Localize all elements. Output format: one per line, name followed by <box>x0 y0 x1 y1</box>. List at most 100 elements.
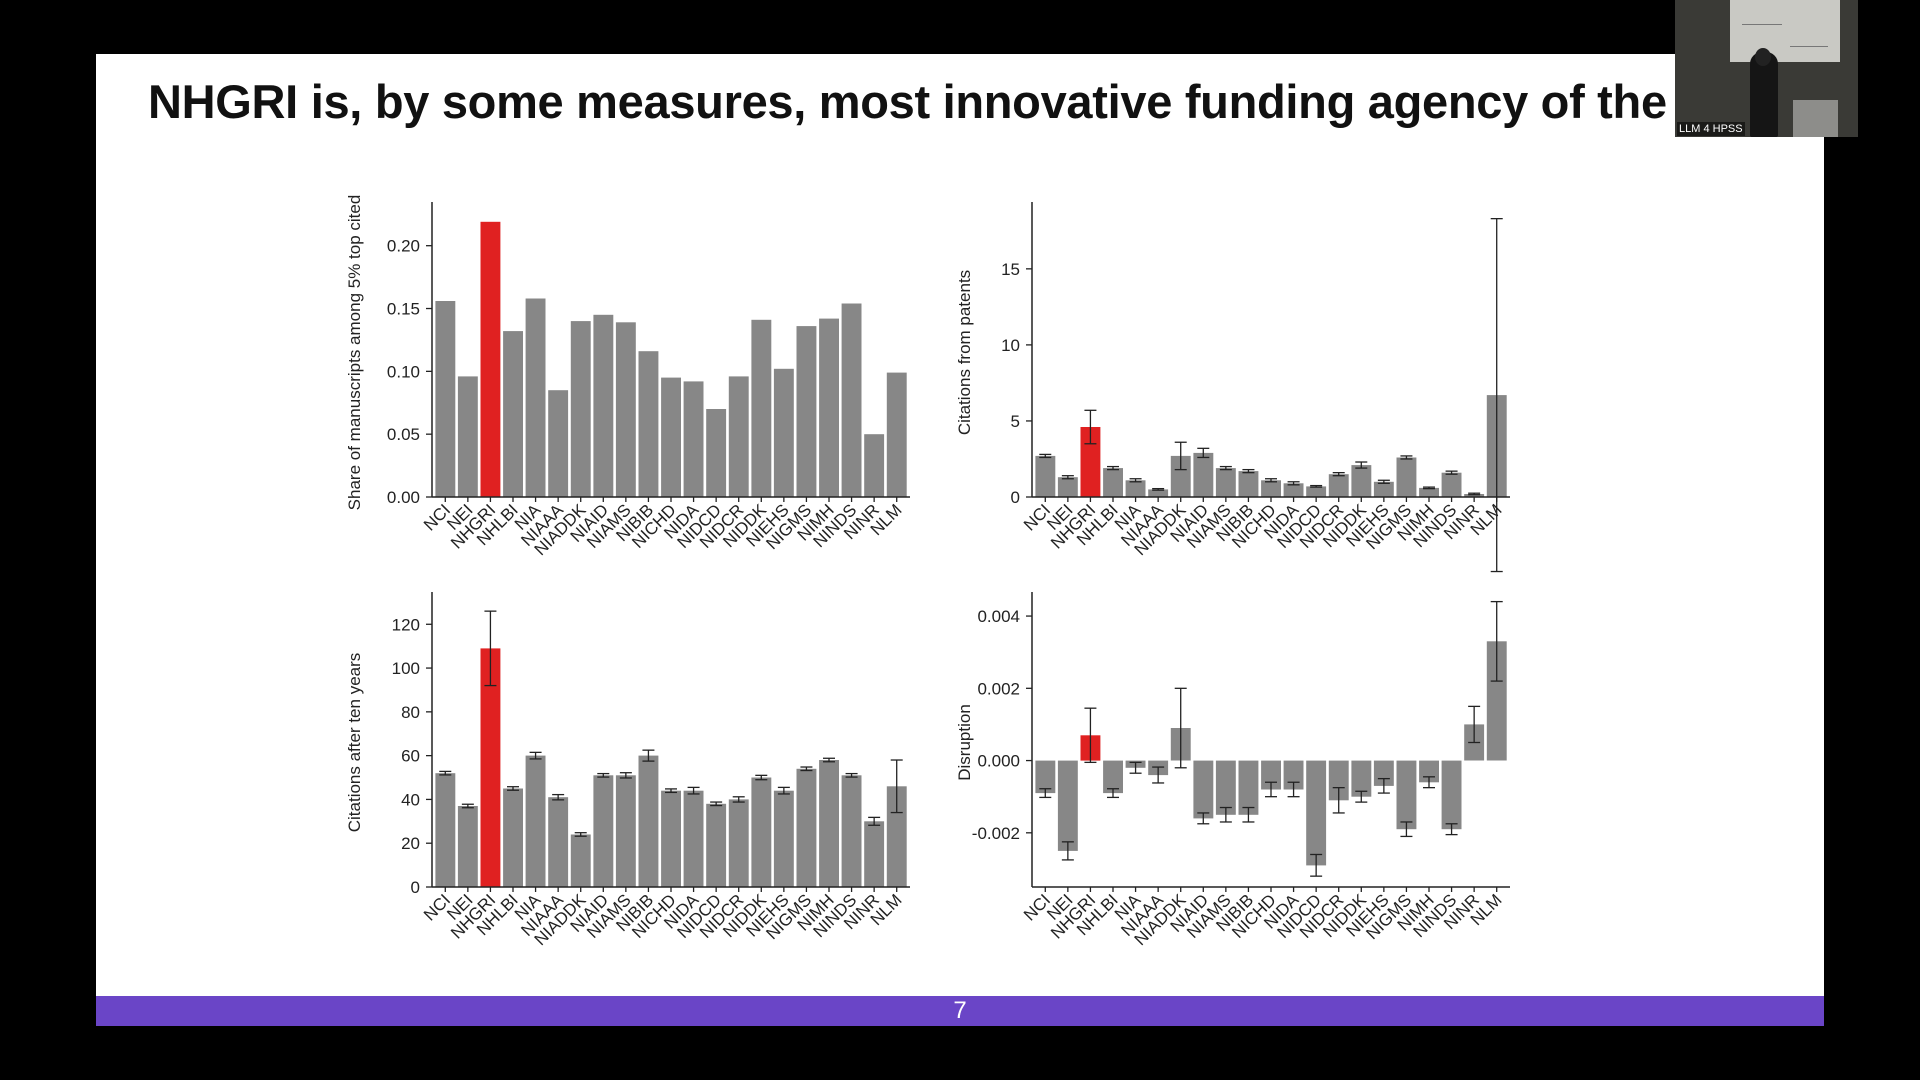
bar-niams <box>1215 760 1236 815</box>
chart-4: NCINEINHGRINHLBINIANIAAANIADDKNIAIDNIAMS… <box>955 592 1510 949</box>
y-tick-label: 80 <box>401 703 420 722</box>
bar-niaaa <box>548 390 569 497</box>
error-bar-nimh <box>1423 486 1435 490</box>
error-bar-nia <box>529 751 542 760</box>
bar-nimh <box>1419 487 1439 497</box>
bar-nigms <box>796 326 817 497</box>
error-bar-nida <box>1287 481 1300 486</box>
y-tick-label: 100 <box>392 659 420 678</box>
bar-ninds <box>841 303 862 497</box>
error-bar-nichd <box>1265 478 1277 483</box>
bar-nidcr <box>1328 760 1349 801</box>
chart-2: NCINEINHGRINHLBINIANIAAANIADDKNIAIDNIAMS… <box>955 202 1510 573</box>
bar-nimh <box>819 760 839 887</box>
bar-nidcr <box>728 799 749 887</box>
y-tick-label: 0.15 <box>387 300 420 319</box>
bar-nlm <box>1486 641 1507 761</box>
bar-niehs <box>1373 481 1394 497</box>
y-tick-label: 40 <box>401 790 420 809</box>
error-bar-nhlbi <box>1107 465 1119 471</box>
bar-nidcd <box>1306 486 1327 497</box>
bar-niddk <box>751 319 772 497</box>
bar-nhgri <box>480 648 501 887</box>
y-axis-title: Citations after ten years <box>345 653 364 833</box>
chart-1: NCINEINHGRINHLBINIANIAAANIADDKNIAIDNIAMS… <box>345 195 910 559</box>
bar-nida <box>1283 483 1304 497</box>
bar-nibib <box>1238 471 1259 497</box>
y-tick-label: 0.20 <box>387 237 420 256</box>
error-bar-nimh <box>1423 776 1435 789</box>
bar-nichd <box>1261 480 1281 497</box>
webcam-overlay: LLM 4 HPSS <box>1675 0 1858 137</box>
error-bar-nida <box>1287 781 1300 798</box>
bar-ninr <box>1464 494 1485 497</box>
bar-niehs <box>773 368 794 497</box>
projector-screen <box>1730 0 1840 62</box>
error-bar-nei <box>1061 841 1074 861</box>
error-bar-niaddk <box>1174 441 1187 471</box>
y-tick-label: 20 <box>401 834 420 853</box>
bar-nichd <box>661 790 681 887</box>
bar-niehs <box>773 790 794 887</box>
error-bar-niaid <box>597 772 610 778</box>
bar-nei <box>457 376 478 497</box>
bar-nia <box>525 298 546 497</box>
error-bar-niehs <box>777 786 790 795</box>
error-bar-nei <box>461 803 474 809</box>
y-tick-label: 0.004 <box>977 607 1020 626</box>
error-bar-nidcd <box>1310 484 1323 488</box>
error-bar-nibib <box>1242 806 1255 823</box>
bar-niaaa <box>1148 489 1169 497</box>
bar-nhlbi <box>503 331 523 497</box>
bar-nei <box>1057 477 1078 497</box>
y-tick-label: 0.00 <box>387 488 420 507</box>
error-bar-nia <box>1129 478 1142 483</box>
charts-panel: NCINEINHGRINHLBINIANIAAANIADDKNIAIDNIAMS… <box>345 195 1510 949</box>
error-bar-nidcr <box>732 796 745 803</box>
error-bar-ninds <box>1445 470 1458 475</box>
bar-nlm <box>886 786 907 887</box>
y-tick-label: 60 <box>401 747 420 766</box>
y-tick-label: 0.05 <box>387 425 420 444</box>
bar-ninds <box>841 775 862 887</box>
bar-nibib <box>638 755 659 887</box>
error-bar-nida <box>687 786 700 795</box>
bar-niaddk <box>1170 455 1191 497</box>
bar-nia <box>1125 480 1146 497</box>
error-bar-nichd <box>665 788 677 794</box>
slide-number: 7 <box>953 997 967 1024</box>
error-bar-ninr <box>868 816 881 826</box>
bar-niaid <box>1193 760 1214 819</box>
bar-nibib <box>1238 760 1259 815</box>
error-bar-ninr <box>1468 705 1481 744</box>
error-bar-ninds <box>1445 823 1458 836</box>
bar-niddk <box>1351 760 1372 797</box>
bar-niaid <box>593 775 614 887</box>
error-bar-niaddk <box>1174 687 1187 769</box>
error-bar-niddk <box>1355 461 1368 469</box>
bar-niaid <box>593 314 614 497</box>
footer-bar: 7 <box>96 996 1824 1026</box>
bar-nci <box>435 773 456 887</box>
bar-niddk <box>751 777 772 887</box>
error-bar-nidcd <box>710 801 723 807</box>
error-bar-niddk <box>755 774 768 781</box>
bar-nei <box>1057 760 1078 851</box>
bar-nidcd <box>706 409 727 497</box>
bar-nigms <box>1396 760 1417 830</box>
bar-nidcr <box>728 376 749 497</box>
error-bar-niaid <box>1197 447 1210 459</box>
error-bar-nhlbi <box>507 786 519 791</box>
bar-nci <box>1035 760 1056 794</box>
error-bar-nichd <box>1265 781 1277 798</box>
error-bar-nia <box>1129 761 1142 774</box>
bar-niaaa <box>548 797 569 887</box>
error-bar-niehs <box>1377 777 1390 794</box>
error-bar-ninr <box>1468 492 1481 496</box>
bar-nlm <box>886 372 907 497</box>
error-bar-nigms <box>800 766 813 772</box>
bar-niaid <box>1193 452 1214 497</box>
error-bar-niaaa <box>552 793 565 801</box>
y-tick-label: 0 <box>411 878 420 897</box>
error-bar-niaaa <box>1152 487 1165 491</box>
